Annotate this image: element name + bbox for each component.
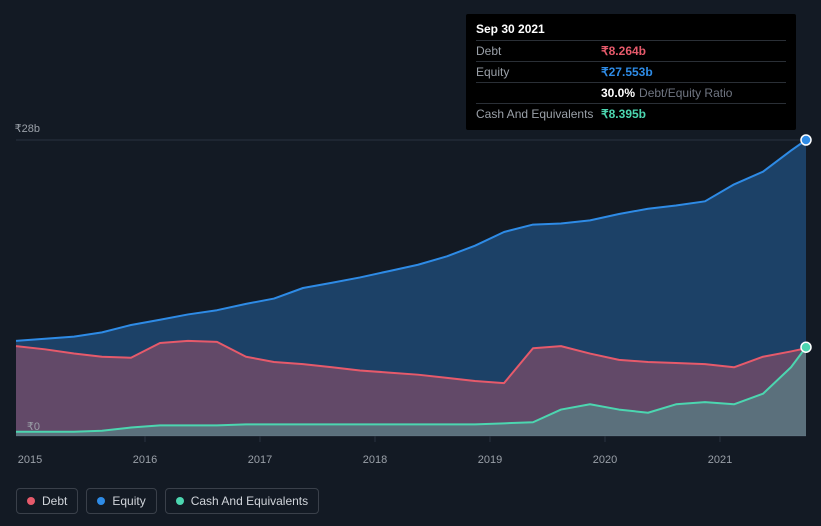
tooltip-value: ₹8.395b xyxy=(601,107,646,121)
legend-dot-icon xyxy=(27,497,35,505)
legend-dot-icon xyxy=(97,497,105,505)
x-axis-label: 2015 xyxy=(18,454,42,466)
tooltip-label xyxy=(476,86,601,100)
tooltip-row: Equity₹27.553b xyxy=(476,61,786,82)
legend-item[interactable]: Cash And Equivalents xyxy=(165,488,319,514)
legend-label: Cash And Equivalents xyxy=(191,494,308,508)
tooltip-label: Debt xyxy=(476,44,601,58)
tooltip-row: Cash And Equivalents₹8.395b xyxy=(476,103,786,124)
tooltip-label: Cash And Equivalents xyxy=(476,107,601,121)
x-axis-label: 2016 xyxy=(133,454,157,466)
tooltip-value: ₹8.264b xyxy=(601,44,646,58)
tooltip-value: 30.0%Debt/Equity Ratio xyxy=(601,86,732,100)
chart-legend: Debt Equity Cash And Equivalents xyxy=(16,488,319,514)
tooltip-value: ₹27.553b xyxy=(601,65,653,79)
x-axis-label: 2017 xyxy=(248,454,272,466)
y-axis-label: ₹28b xyxy=(0,122,40,135)
legend-label: Debt xyxy=(42,494,67,508)
legend-item[interactable]: Debt xyxy=(16,488,78,514)
tooltip-date: Sep 30 2021 xyxy=(476,20,786,40)
tooltip-rows: Debt₹8.264bEquity₹27.553b30.0%Debt/Equit… xyxy=(476,40,786,124)
y-axis-label: ₹0 xyxy=(0,420,40,433)
chart-tooltip: Sep 30 2021 Debt₹8.264bEquity₹27.553b30.… xyxy=(466,14,796,130)
tooltip-row: 30.0%Debt/Equity Ratio xyxy=(476,82,786,103)
legend-dot-icon xyxy=(176,497,184,505)
legend-item[interactable]: Equity xyxy=(86,488,156,514)
legend-label: Equity xyxy=(112,494,145,508)
tooltip-label: Equity xyxy=(476,65,601,79)
x-axis-label: 2020 xyxy=(593,454,617,466)
tooltip-row: Debt₹8.264b xyxy=(476,40,786,61)
x-axis-label: 2021 xyxy=(708,454,732,466)
x-axis-label: 2019 xyxy=(478,454,502,466)
x-axis-label: 2018 xyxy=(363,454,387,466)
